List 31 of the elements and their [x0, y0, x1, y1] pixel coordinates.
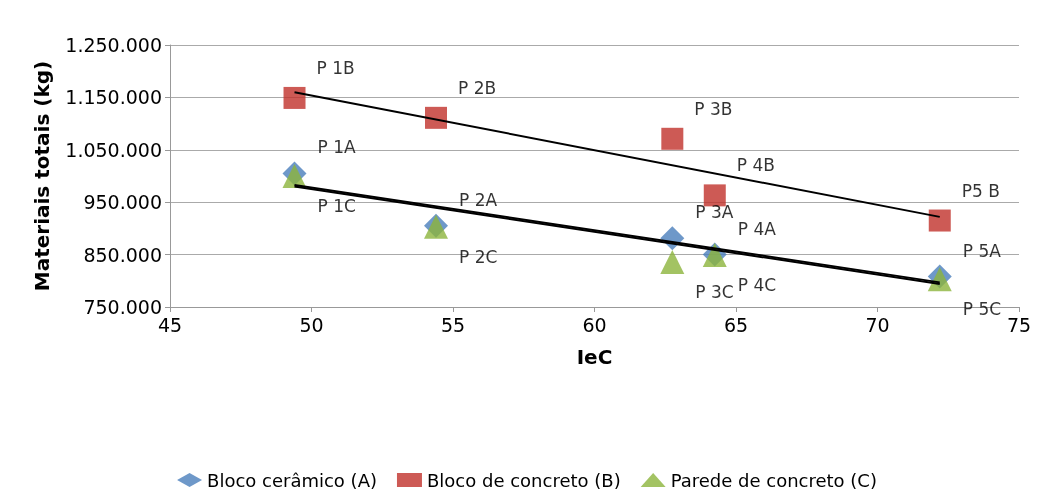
x-tick-label: 75 — [1006, 313, 1032, 336]
data-label: P 5A — [962, 240, 1002, 261]
legend-label: Bloco de concreto (B) — [426, 469, 621, 491]
y-tick-label: 850.000 — [83, 243, 162, 266]
y-axis-title: Materiais totais (kg) — [30, 60, 54, 292]
x-tick-label: 70 — [865, 313, 890, 336]
legend-label: Bloco cerâmico (A) — [207, 469, 377, 491]
data-label: P 4C — [737, 275, 777, 296]
data-label: P 3B — [694, 98, 733, 119]
x-tick-label: 65 — [723, 313, 749, 336]
data-label: P 3A — [695, 202, 734, 223]
data-label: P5 B — [961, 180, 1000, 201]
data-label: P 2B — [458, 77, 497, 98]
x-tick-label: 50 — [299, 313, 324, 336]
data-label: P 4A — [737, 218, 777, 239]
data-label: P 3C — [695, 281, 734, 302]
data-label: P 2C — [459, 246, 498, 267]
data-label: P 2A — [459, 189, 498, 210]
y-tick-label: 1.050.000 — [65, 138, 162, 161]
x-axis-title: IeC — [576, 345, 613, 369]
data-label: P 1C — [317, 196, 356, 216]
data-label: P 1B — [316, 57, 355, 78]
legend-label: Parede de concreto (C) — [670, 469, 877, 491]
data-label: P 4B — [736, 155, 775, 176]
y-tick-label: 1.150.000 — [65, 86, 162, 109]
y-tick-label: 1.250.000 — [65, 34, 162, 56]
data-label: P 5C — [962, 299, 1002, 320]
data-label: P 1A — [317, 137, 356, 158]
x-tick-label: 55 — [440, 313, 466, 336]
y-tick-label: 950.000 — [83, 191, 162, 214]
x-tick-label: 60 — [582, 313, 607, 336]
